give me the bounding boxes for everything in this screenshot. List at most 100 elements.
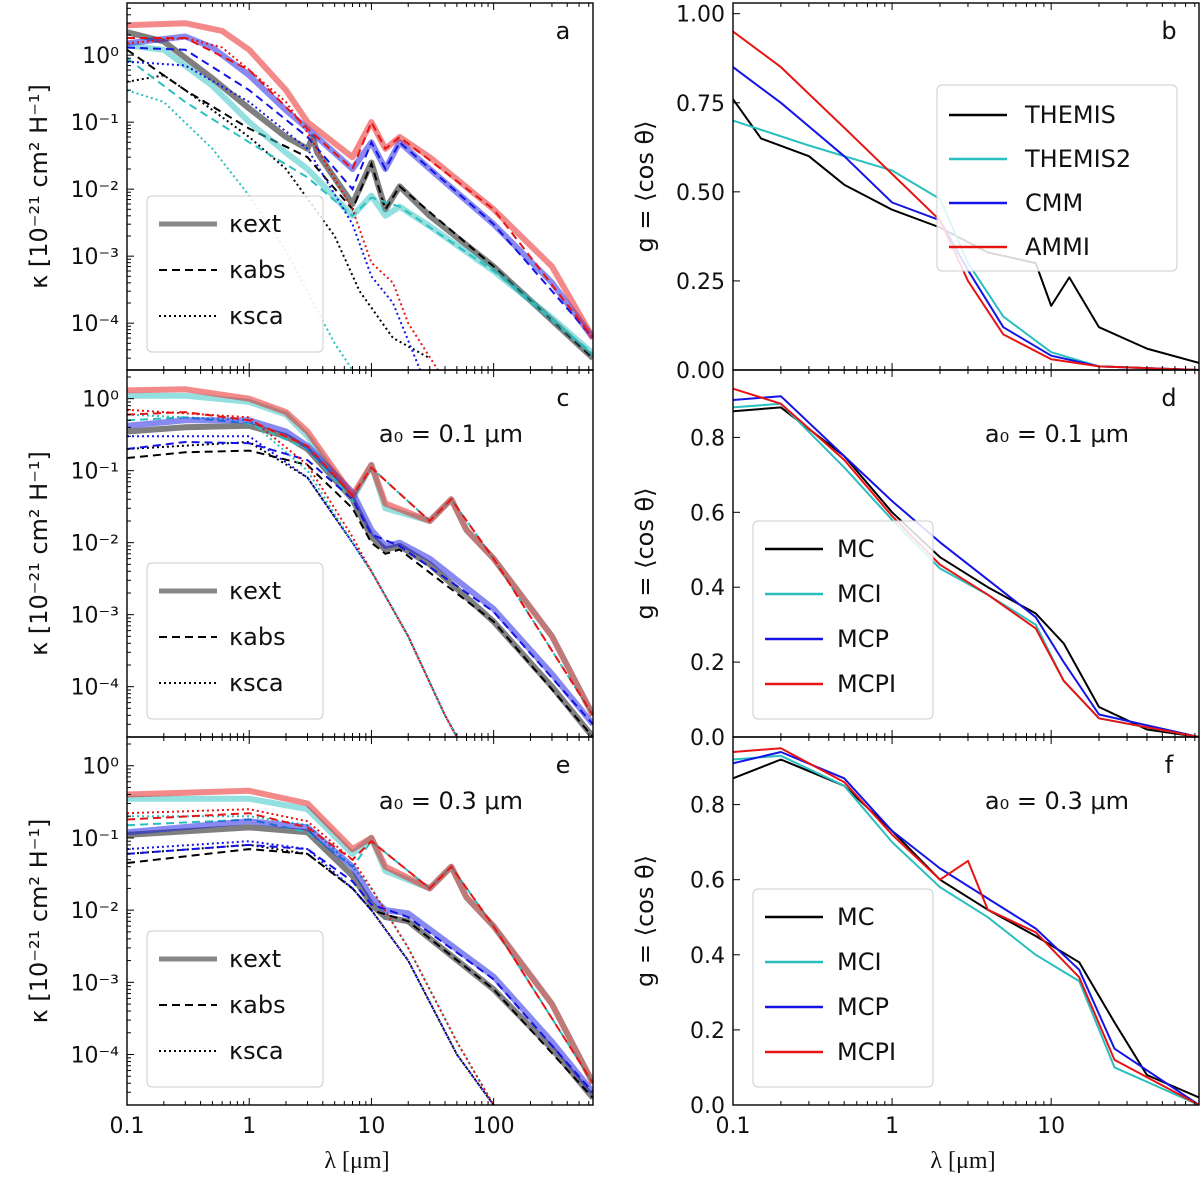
y-tick-label-e: 10⁻³	[71, 971, 119, 996]
y-tick-label-a: 10⁻⁴	[71, 312, 120, 337]
legend-label-f: MCPI	[837, 1038, 896, 1066]
legend-box-c	[146, 562, 324, 720]
y-tick-label-f: 0.4	[690, 944, 725, 969]
y-tick-label-a: 10⁰	[82, 44, 119, 69]
legend-label-f: MCI	[837, 948, 882, 976]
legend-label-f: MCP	[837, 993, 889, 1021]
y-axis-label-b: g = ⟨cos θ⟩	[631, 120, 659, 252]
legend-label-f: MC	[837, 903, 874, 931]
x-tick-label-e: 10	[357, 1114, 385, 1139]
series-ammi-ext-a	[127, 20, 593, 340]
series-cmm-sca-a	[127, 60, 422, 370]
y-tick-label-c: 10⁻³	[71, 604, 119, 629]
series-mci-sca-c	[127, 413, 458, 737]
panel-label-d: d	[1161, 384, 1176, 412]
legend-label-d: MC	[837, 535, 874, 563]
legend-d: MC MCI MCP MCPI	[752, 520, 934, 720]
y-tick-label-f: 0.0	[690, 1094, 725, 1119]
legend-a: κext κabs κsca	[146, 195, 324, 353]
panel-b: 1.000.750.500.250.00g = ⟨cos θ⟩bTHEMISTH…	[631, 2, 1200, 384]
y-tick-label-e: 10⁰	[82, 755, 119, 780]
legend-box-e	[146, 930, 324, 1088]
y-tick-label-e: 10⁻¹	[71, 827, 119, 852]
legend-e: κext κabs κsca	[146, 930, 324, 1088]
panel-label-a: a	[556, 17, 571, 45]
series-mcp-ext-e	[127, 818, 593, 1095]
legend-label-d: MCI	[837, 580, 882, 608]
y-tick-label-c: 10⁻¹	[71, 460, 119, 485]
legend-label-a: κsca	[229, 302, 284, 330]
series-mcpi-ext-c	[127, 386, 593, 717]
panel-d: 0.8 0.6 0.4 0.2 0.0 g = ⟨cos θ⟩ d a₀ = 0.1 μm MC…	[631, 369, 1200, 751]
legend-label-b: AMMI	[1025, 233, 1090, 261]
y-tick-label-c: 10⁻⁴	[71, 676, 120, 701]
legend-box-a	[146, 195, 324, 353]
series-mcpi-abs-e	[127, 812, 593, 1084]
panel-label-c: c	[556, 384, 569, 412]
series-themis-abs-a	[127, 48, 593, 359]
panel-label-b: b	[1161, 17, 1176, 45]
y-tick-label-a: 10⁻²	[71, 178, 119, 203]
panel-a: 10⁰ 10⁻¹ 10⁻² 10⁻³ 10⁻⁴ κ [10⁻²¹ cm² H⁻¹] a κex…	[25, 2, 594, 371]
legend-label-b: CMM	[1025, 189, 1083, 217]
y-tick-label-b: 0.75	[676, 92, 725, 117]
annotation-f: a₀ = 0.3 μm	[985, 787, 1129, 815]
series-ammi-abs-a	[127, 37, 593, 339]
series-mc-abs-c	[127, 449, 593, 737]
legend-box-b	[936, 84, 1178, 272]
y-axis-label-e: κ [10⁻²¹ cm² H⁻¹]	[25, 819, 53, 1024]
panel-c: 10⁰ 10⁻¹ 10⁻² 10⁻³ 10⁻⁴ κ [10⁻²¹ cm² H⁻¹] c a₀ …	[25, 369, 594, 738]
plot-area-f	[733, 747, 1199, 1105]
y-tick-label-d: 0.8	[690, 426, 725, 451]
y-axis-label-c: κ [10⁻²¹ cm² H⁻¹]	[25, 451, 53, 656]
legend-f: MC MCI MCP MCPI	[752, 888, 934, 1088]
annotation-e: a₀ = 0.3 μm	[379, 787, 523, 815]
xlabel-left: λ [μm]	[324, 1148, 389, 1174]
series-mcp-abs-c	[127, 440, 593, 725]
legend-label-d: MCP	[837, 625, 889, 653]
series-mcpi-d	[733, 387, 1199, 737]
y-tick-label-f: 0.2	[690, 1019, 725, 1044]
panel-f: 0.1 1 10 0.8 0.6 0.4 0.2 0.0 g = ⟨cos θ⟩ f a₀ = 0.…	[631, 736, 1200, 1139]
x-tick-label-e: 1	[242, 1114, 256, 1139]
y-tick-label-d: 0.4	[690, 576, 725, 601]
legend-label-c: κabs	[229, 623, 286, 651]
x-tick-label-f: 10	[1037, 1114, 1065, 1139]
legend-label-e: κabs	[229, 991, 286, 1019]
legend-label-b: THEMIS	[1024, 101, 1116, 129]
y-axis-label-f: g = ⟨cos θ⟩	[631, 855, 659, 987]
plot-area-d	[733, 387, 1199, 737]
y-tick-label-f: 0.8	[690, 794, 725, 819]
y-tick-label-b: 0.25	[676, 270, 725, 295]
legend-label-b: THEMIS2	[1024, 145, 1131, 173]
x-tick-label-e: 0.1	[110, 1114, 145, 1139]
legend-box-f	[752, 888, 934, 1088]
axes-frame-f	[732, 736, 1200, 1106]
legend-box-d	[752, 520, 934, 720]
series-cmm-abs-a	[127, 46, 593, 339]
panel-label-e: e	[556, 751, 571, 779]
y-tick-label-e: 10⁻⁴	[71, 1044, 120, 1069]
legend-label-c: κsca	[229, 669, 284, 697]
y-tick-label-b: 1.00	[676, 3, 725, 28]
legend-label-a: κext	[229, 210, 281, 238]
y-axis-label-d: g = ⟨cos θ⟩	[631, 487, 659, 619]
legend-label-e: κsca	[229, 1037, 284, 1065]
y-tick-label-b: 0.50	[676, 181, 725, 206]
panel-e: 0.1 1 10 100 10⁰ 10⁻¹ 10⁻² 10⁻³ 10⁻⁴ κ [10⁻²¹ cm²…	[25, 736, 594, 1139]
y-tick-label-a: 10⁻³	[71, 245, 119, 270]
y-axis-label-a: κ [10⁻²¹ cm² H⁻¹]	[25, 84, 53, 289]
plot-area-e	[127, 787, 593, 1105]
y-tick-label-c: 10⁻²	[71, 532, 119, 557]
x-tick-label-e: 100	[473, 1114, 515, 1139]
legend-label-d: MCPI	[837, 670, 896, 698]
series-mcpi-f	[733, 747, 1199, 1105]
series-mcp-d	[733, 395, 1199, 737]
plot-area-c	[127, 386, 593, 737]
annotation-d: a₀ = 0.1 μm	[985, 420, 1129, 448]
xlabel-right: λ [μm]	[930, 1148, 995, 1174]
series-mcpi-abs-c	[127, 411, 593, 716]
y-tick-label-f: 0.6	[690, 869, 725, 894]
series-mcp-abs-e	[127, 843, 593, 1093]
